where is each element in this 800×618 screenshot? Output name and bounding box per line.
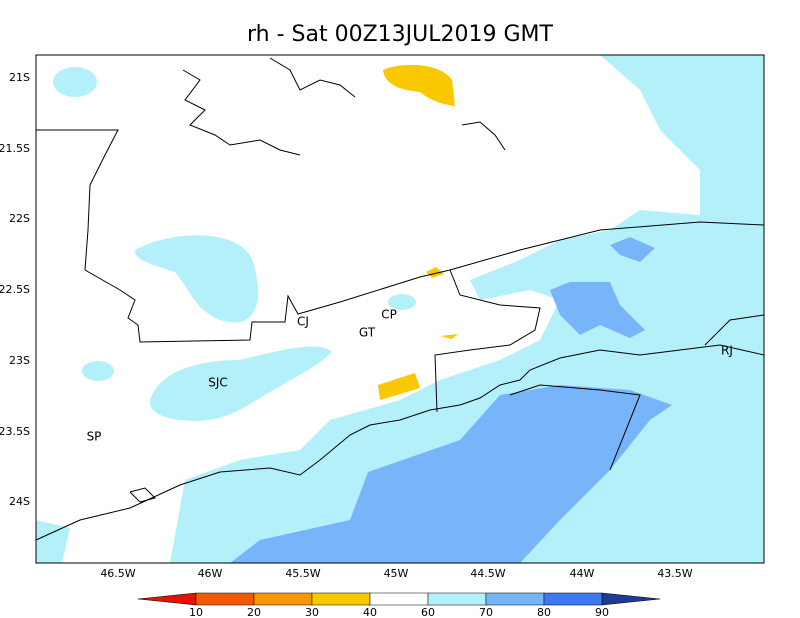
- colorbar-label: 60: [421, 606, 435, 618]
- lon-label: 44.5W: [470, 567, 505, 580]
- borders: [35, 57, 765, 541]
- lon-label: 44W: [570, 567, 595, 580]
- colorbar-segment: [485, 592, 545, 606]
- colorbar-label: 30: [305, 606, 319, 618]
- map: 21S 21.5S 22S 22.5S 23S 23.5S 24S 46.5W 46W 45.5…: [0, 54, 765, 580]
- colorbar-label: 20: [247, 606, 261, 618]
- city-label: SP: [87, 430, 102, 444]
- city-labels: CJ CP GT SJC SP RJ: [87, 308, 733, 444]
- colorbar-label: 90: [595, 606, 609, 618]
- lon-label: 46.5W: [100, 567, 135, 580]
- lon-labels: 46.5W 46W 45.5W 45W 44.5W 44W 43.5W: [100, 567, 692, 580]
- city-label: CP: [381, 308, 397, 322]
- city-label: RJ: [721, 344, 733, 358]
- colorbar-label: 40: [363, 606, 377, 618]
- colorbar-end: [601, 592, 661, 606]
- lat-labels: 21S 21.5S 22S 22.5S 23S 23.5S 24S: [0, 71, 30, 508]
- lon-label: 43.5W: [657, 567, 692, 580]
- city-label: CJ: [297, 315, 309, 329]
- map-frame: [35, 54, 765, 564]
- lat-label: 23S: [9, 354, 30, 367]
- city-label: GT: [359, 326, 376, 340]
- colorbar-segment: [311, 592, 371, 606]
- colorbar-segment: [427, 592, 487, 606]
- rh-30: [378, 64, 458, 400]
- lon-label: 45W: [384, 567, 409, 580]
- colorbar-segment: [253, 592, 313, 606]
- rh-80: [230, 237, 672, 563]
- colorbar-end: [137, 592, 197, 606]
- lon-label: 45.5W: [285, 567, 320, 580]
- colorbar-label: 80: [537, 606, 551, 618]
- colorbar-segment: [543, 592, 603, 606]
- colorbar-label: 70: [479, 606, 493, 618]
- colorbar: 10 20 30 40 60 70 80 90: [137, 592, 661, 618]
- colorbar-segment: [369, 592, 429, 606]
- lat-label: 21S: [9, 71, 30, 84]
- lat-label: 24S: [9, 495, 30, 508]
- lat-label: 23.5S: [0, 425, 30, 438]
- colorbar-segment: [195, 592, 255, 606]
- lat-label: 22S: [9, 212, 30, 225]
- title: rh - Sat 00Z13JUL2019 GMT: [247, 22, 554, 47]
- lat-label: 21.5S: [0, 142, 30, 155]
- colorbar-label: 10: [189, 606, 203, 618]
- lon-label: 46W: [198, 567, 223, 580]
- city-label: SJC: [208, 376, 228, 390]
- lat-label: 22.5S: [0, 283, 30, 296]
